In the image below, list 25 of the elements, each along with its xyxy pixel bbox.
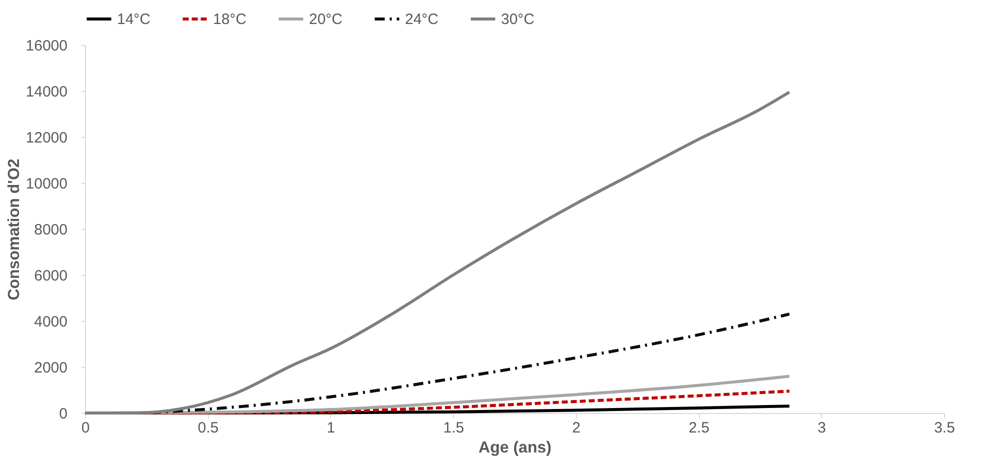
y-tick-label: 2000 bbox=[34, 360, 68, 376]
x-tick-label: 0.5 bbox=[198, 420, 219, 436]
line-series bbox=[84, 90, 791, 414]
y-tick-label: 8000 bbox=[34, 222, 68, 238]
y-tick-label: 16000 bbox=[26, 38, 68, 54]
y-tick-label: 6000 bbox=[34, 268, 68, 284]
y-tick-label: 12000 bbox=[26, 130, 68, 146]
legend-label: 14°C bbox=[117, 11, 151, 28]
y-tick-label: 0 bbox=[59, 406, 68, 422]
x-tick-label: 1.5 bbox=[443, 420, 464, 436]
x-tick-label: 3 bbox=[818, 420, 826, 436]
x-tick-label: 2 bbox=[572, 420, 581, 436]
y-tick-label: 10000 bbox=[26, 176, 68, 192]
legend-label: 30°C bbox=[501, 11, 535, 28]
legend-label: 18°C bbox=[213, 11, 247, 28]
x-tick-label: 2.5 bbox=[688, 420, 710, 436]
x-tick-label: 0 bbox=[81, 420, 90, 436]
y-tick-label: 14000 bbox=[26, 84, 68, 100]
y-tick-label: 4000 bbox=[34, 314, 68, 330]
x-tick-label: 3.5 bbox=[934, 420, 955, 436]
x-axis-title: Age (ans) bbox=[478, 440, 552, 456]
legend-label: 24°C bbox=[405, 11, 439, 28]
legend-label: 20°C bbox=[309, 11, 343, 28]
y-axis-title: Consomation d'O2 bbox=[6, 158, 23, 300]
x-tick-label: 1 bbox=[326, 420, 336, 436]
